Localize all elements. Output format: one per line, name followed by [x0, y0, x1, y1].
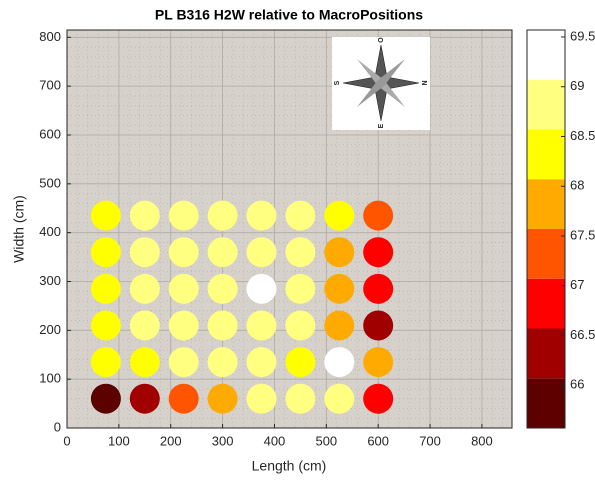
data-point: [285, 237, 316, 268]
colorbar-segment: [527, 129, 565, 180]
y-tick-label: 800: [39, 29, 61, 44]
data-point: [168, 237, 199, 268]
colorbar-tick-label: 67.5: [570, 227, 595, 242]
x-tick-label: 800: [471, 433, 493, 448]
data-point: [285, 310, 316, 341]
colorbar-tick-label: 66.5: [570, 327, 595, 342]
data-point: [207, 347, 238, 378]
colorbar-tick-label: 66: [570, 377, 584, 392]
colorbar-segment: [527, 30, 565, 80]
data-point: [285, 273, 316, 304]
data-point: [168, 273, 199, 304]
y-tick-label: 700: [39, 78, 61, 93]
colorbar-tick-label: 67: [570, 277, 584, 292]
x-tick-label: 0: [63, 433, 70, 448]
data-point: [207, 273, 238, 304]
data-point: [129, 273, 160, 304]
colorbar-tick-label: 68.5: [570, 128, 595, 143]
data-point: [246, 383, 277, 414]
data-point: [129, 237, 160, 268]
data-point: [246, 273, 277, 304]
colorbar-segment: [527, 328, 565, 379]
data-point: [324, 237, 355, 268]
colorbar-segment: [527, 278, 565, 329]
data-point: [285, 347, 316, 378]
data-point: [324, 347, 355, 378]
plot-frame: [66, 29, 513, 429]
x-tick-label: 600: [367, 433, 389, 448]
data-point: [207, 237, 238, 268]
colorbar-tick-label: 69.5: [570, 28, 595, 43]
compass-rose: [357, 59, 405, 107]
data-point: [129, 310, 160, 341]
data-point: [207, 310, 238, 341]
data-point: [207, 383, 238, 414]
compass-label: O: [378, 37, 385, 43]
compass-label: S: [334, 80, 341, 85]
data-point: [324, 273, 355, 304]
compass-label: N: [422, 80, 429, 85]
data-point: [207, 200, 238, 231]
data-point: [129, 347, 160, 378]
compass: O N E S: [332, 37, 430, 130]
data-point: [363, 383, 394, 414]
y-tick-label: 600: [39, 126, 61, 141]
x-axis-label: Length (cm): [252, 458, 327, 474]
data-point: [90, 310, 121, 341]
colorbar-tick-label: 69: [570, 78, 584, 93]
data-point: [90, 237, 121, 268]
colorbar-segment: [527, 79, 565, 130]
data-point: [363, 273, 394, 304]
data-point: [90, 200, 121, 231]
data-point: [324, 383, 355, 414]
y-axis-label: Width (cm): [11, 195, 27, 263]
x-tick-label: 400: [264, 433, 286, 448]
data-point: [285, 383, 316, 414]
data-point: [324, 310, 355, 341]
data-point: [246, 347, 277, 378]
x-tick-label: 100: [108, 433, 130, 448]
data-point: [129, 383, 160, 414]
y-tick-label: 100: [39, 371, 61, 386]
data-point: [246, 237, 277, 268]
x-tick-label: 200: [160, 433, 182, 448]
data-point: [324, 200, 355, 231]
y-tick-label: 300: [39, 273, 61, 288]
data-point: [363, 310, 394, 341]
data-point: [168, 383, 199, 414]
data-point: [168, 347, 199, 378]
compass-label: E: [378, 123, 385, 128]
data-point: [168, 200, 199, 231]
data-point: [363, 237, 394, 268]
x-tick-label: 700: [419, 433, 441, 448]
x-tick-label: 300: [212, 433, 234, 448]
colorbar-segment: [527, 229, 565, 279]
y-tick-label: 200: [39, 322, 61, 337]
data-point: [168, 310, 199, 341]
data-point: [285, 200, 316, 231]
y-tick-label: 0: [54, 419, 61, 434]
y-tick-label: 400: [39, 224, 61, 239]
data-point: [90, 273, 121, 304]
colorbar-frame: [526, 29, 566, 429]
data-point: [90, 347, 121, 378]
data-point: [363, 200, 394, 231]
data-point: [246, 310, 277, 341]
data-point: [90, 383, 121, 414]
colorbar-segment: [527, 179, 565, 229]
colorbar-segment: [527, 378, 565, 428]
colorbar-tick-label: 68: [570, 178, 584, 193]
data-point: [129, 200, 160, 231]
data-point: [363, 347, 394, 378]
chart-title: PL B316 H2W relative to MacroPositions: [155, 7, 423, 23]
data-point: [246, 200, 277, 231]
x-tick-label: 500: [315, 433, 337, 448]
y-tick-label: 500: [39, 175, 61, 190]
